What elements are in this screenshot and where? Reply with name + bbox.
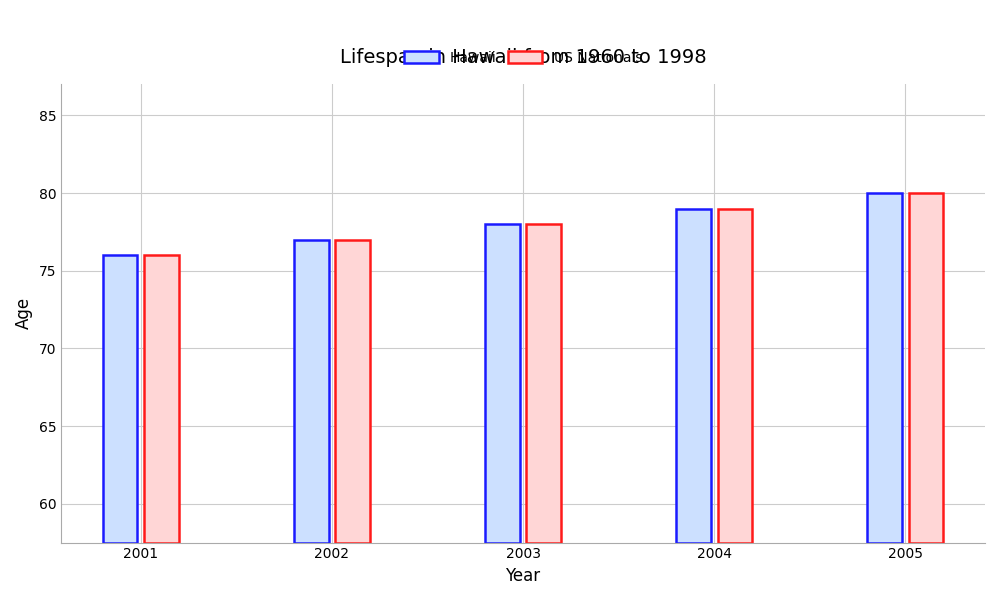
- Bar: [526, 224, 561, 542]
- Bar: [676, 209, 711, 542]
- Legend: Hawaii, US Nationals: Hawaii, US Nationals: [398, 46, 648, 70]
- Bar: [144, 255, 179, 542]
- Bar: [909, 193, 943, 542]
- Bar: [103, 255, 137, 542]
- Bar: [485, 224, 520, 542]
- X-axis label: Year: Year: [505, 567, 541, 585]
- Bar: [867, 193, 902, 542]
- Bar: [335, 239, 370, 542]
- Bar: [718, 209, 752, 542]
- Bar: [294, 239, 329, 542]
- Title: Lifespan in Hawaii from 1960 to 1998: Lifespan in Hawaii from 1960 to 1998: [340, 49, 706, 67]
- Y-axis label: Age: Age: [15, 298, 33, 329]
